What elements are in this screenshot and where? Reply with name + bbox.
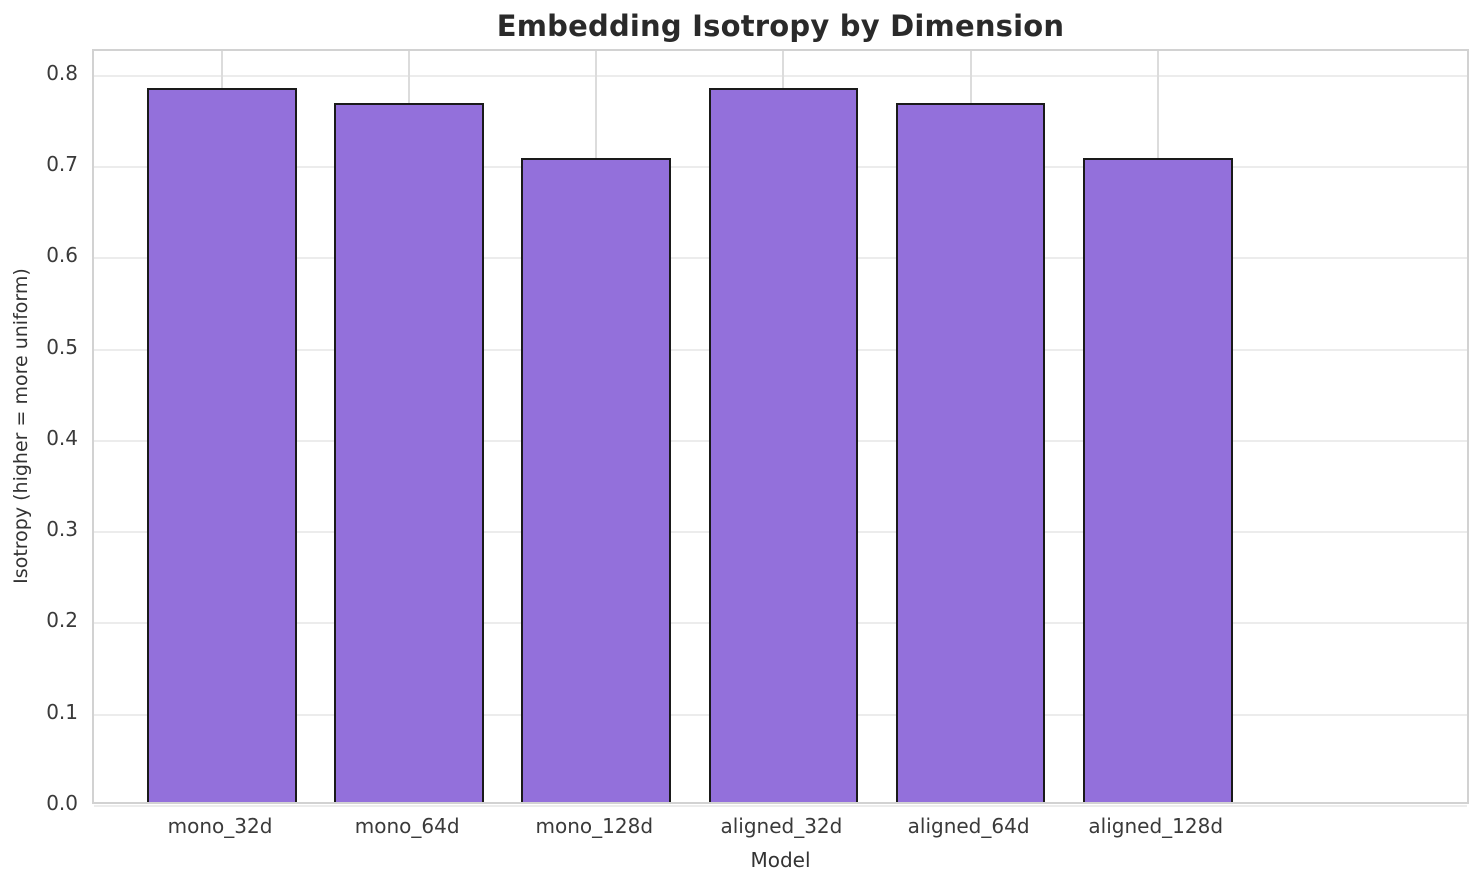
y-tick-label: 0.6 xyxy=(46,243,78,268)
y-gridline xyxy=(94,74,1467,77)
y-tick-label: 0.1 xyxy=(46,699,78,724)
y-tick-label: 0.2 xyxy=(46,608,78,633)
x-axis-label: Model xyxy=(750,848,811,872)
y-tick-label: 0.5 xyxy=(46,334,78,359)
x-tick-label: mono_128d xyxy=(535,814,654,838)
bar-mono_128d xyxy=(521,158,672,802)
plot-area xyxy=(92,49,1469,807)
y-tick-label: 0.0 xyxy=(46,791,78,815)
bar-aligned_64d xyxy=(895,102,1046,802)
x-tick-label: aligned_64d xyxy=(907,814,1030,838)
x-tick-label: aligned_32d xyxy=(720,814,843,838)
bar-aligned_128d xyxy=(1082,158,1233,802)
bar-aligned_32d xyxy=(708,88,859,802)
y-tick-label: 0.4 xyxy=(46,425,78,450)
bar-mono_64d xyxy=(334,102,484,802)
chart-title: Embedding Isotropy by Dimension xyxy=(496,9,1065,43)
y-gridline xyxy=(94,805,1467,807)
y-tick-label: 0.8 xyxy=(46,60,78,85)
x-tick-label: aligned_128d xyxy=(1088,814,1224,838)
y-tick-label: 0.7 xyxy=(46,151,78,176)
y-tick-label: 0.3 xyxy=(46,517,78,542)
bar-mono_32d xyxy=(147,88,297,802)
x-tick-label: mono_32d xyxy=(167,814,273,838)
x-tick-label: mono_64d xyxy=(354,814,460,838)
